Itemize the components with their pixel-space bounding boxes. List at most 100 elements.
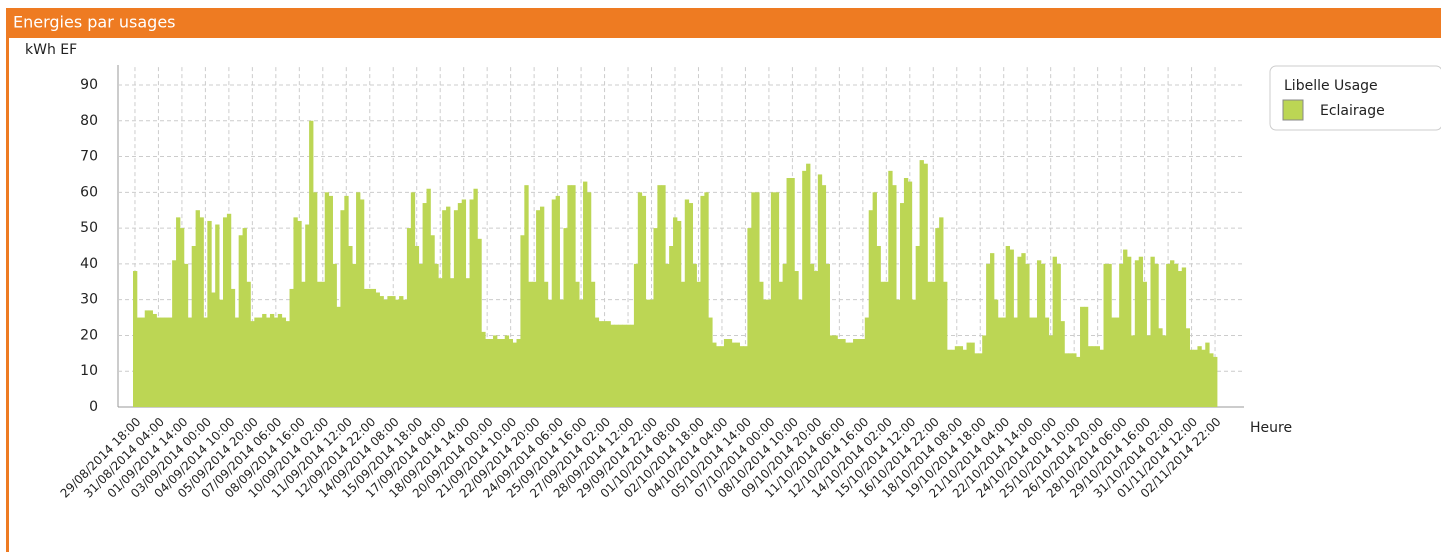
bar [1025,263,1030,407]
bar [935,228,940,407]
bar [786,178,791,407]
bar [250,321,255,407]
bar [727,339,733,407]
bar [950,349,956,407]
bar [371,288,377,407]
bar [363,288,369,407]
bar [731,342,737,407]
bar [489,339,494,407]
bar [215,224,220,407]
bar [688,203,694,407]
bar [520,235,525,407]
bar [453,210,459,407]
bar [301,281,306,407]
bar [246,281,251,407]
bar [234,317,240,407]
bar [1115,317,1120,407]
bar [704,192,709,407]
bar [1173,263,1179,407]
bar [821,185,827,407]
bar [172,260,177,407]
bar [1036,260,1042,407]
bar [508,339,513,407]
bar [673,217,678,407]
bar [997,317,1003,407]
bar [751,192,756,407]
bar [1033,317,1038,407]
bar [367,288,373,407]
bar [324,192,330,407]
bar [359,199,365,407]
bar [391,296,396,407]
bar [375,292,380,407]
bar [829,335,834,407]
y-tick-label: 70 [80,149,98,165]
legend-swatch [1282,99,1304,121]
bar [645,299,650,407]
bar [657,185,662,407]
bar [1107,263,1112,407]
bar [766,299,772,407]
bar [919,160,924,407]
bar [1119,263,1124,407]
bar [622,324,627,407]
bar [583,181,588,407]
bar [665,263,670,407]
bar [1091,346,1097,407]
bar [524,185,529,407]
y-tick-label: 40 [80,256,98,272]
bar [782,263,787,407]
bar [485,339,490,407]
bar [649,299,654,407]
bar [1056,263,1061,407]
bar [504,335,510,407]
bar [406,228,412,407]
bar [348,245,353,407]
bar [743,346,748,407]
bar [422,203,427,407]
bar [273,317,279,407]
bar [1201,349,1206,407]
bar [931,281,936,407]
bar [309,120,314,407]
bar [817,174,823,407]
bar [1126,256,1132,407]
bar [285,321,290,407]
bar [528,281,533,407]
y-tick-label: 30 [80,292,98,308]
bar [1197,346,1202,407]
bar [281,317,287,407]
bar [571,185,576,407]
bar [477,238,482,407]
legend-title: Libelle Usage [1284,78,1378,94]
bar [853,339,858,407]
bar [907,181,913,407]
bar [144,310,150,407]
bar [1146,335,1151,407]
bar [183,263,189,407]
bar [481,331,486,407]
bar [1138,256,1144,407]
bar [1005,245,1010,407]
bar [516,339,521,407]
bar [774,192,780,407]
bar [653,228,658,407]
bar [1150,256,1155,407]
bar [230,288,236,407]
bar [618,324,623,407]
bar [856,339,862,407]
bar [716,346,721,407]
bar [1099,349,1104,407]
bar [195,210,200,407]
bar [880,281,885,407]
bar [320,281,326,407]
bar [1185,328,1191,407]
bar [532,281,537,407]
bar [1040,263,1046,407]
bar [148,310,153,407]
bar [536,210,541,407]
bar [911,299,917,407]
bar [833,335,838,407]
y-tick-label: 90 [80,77,98,93]
bar [399,296,404,407]
